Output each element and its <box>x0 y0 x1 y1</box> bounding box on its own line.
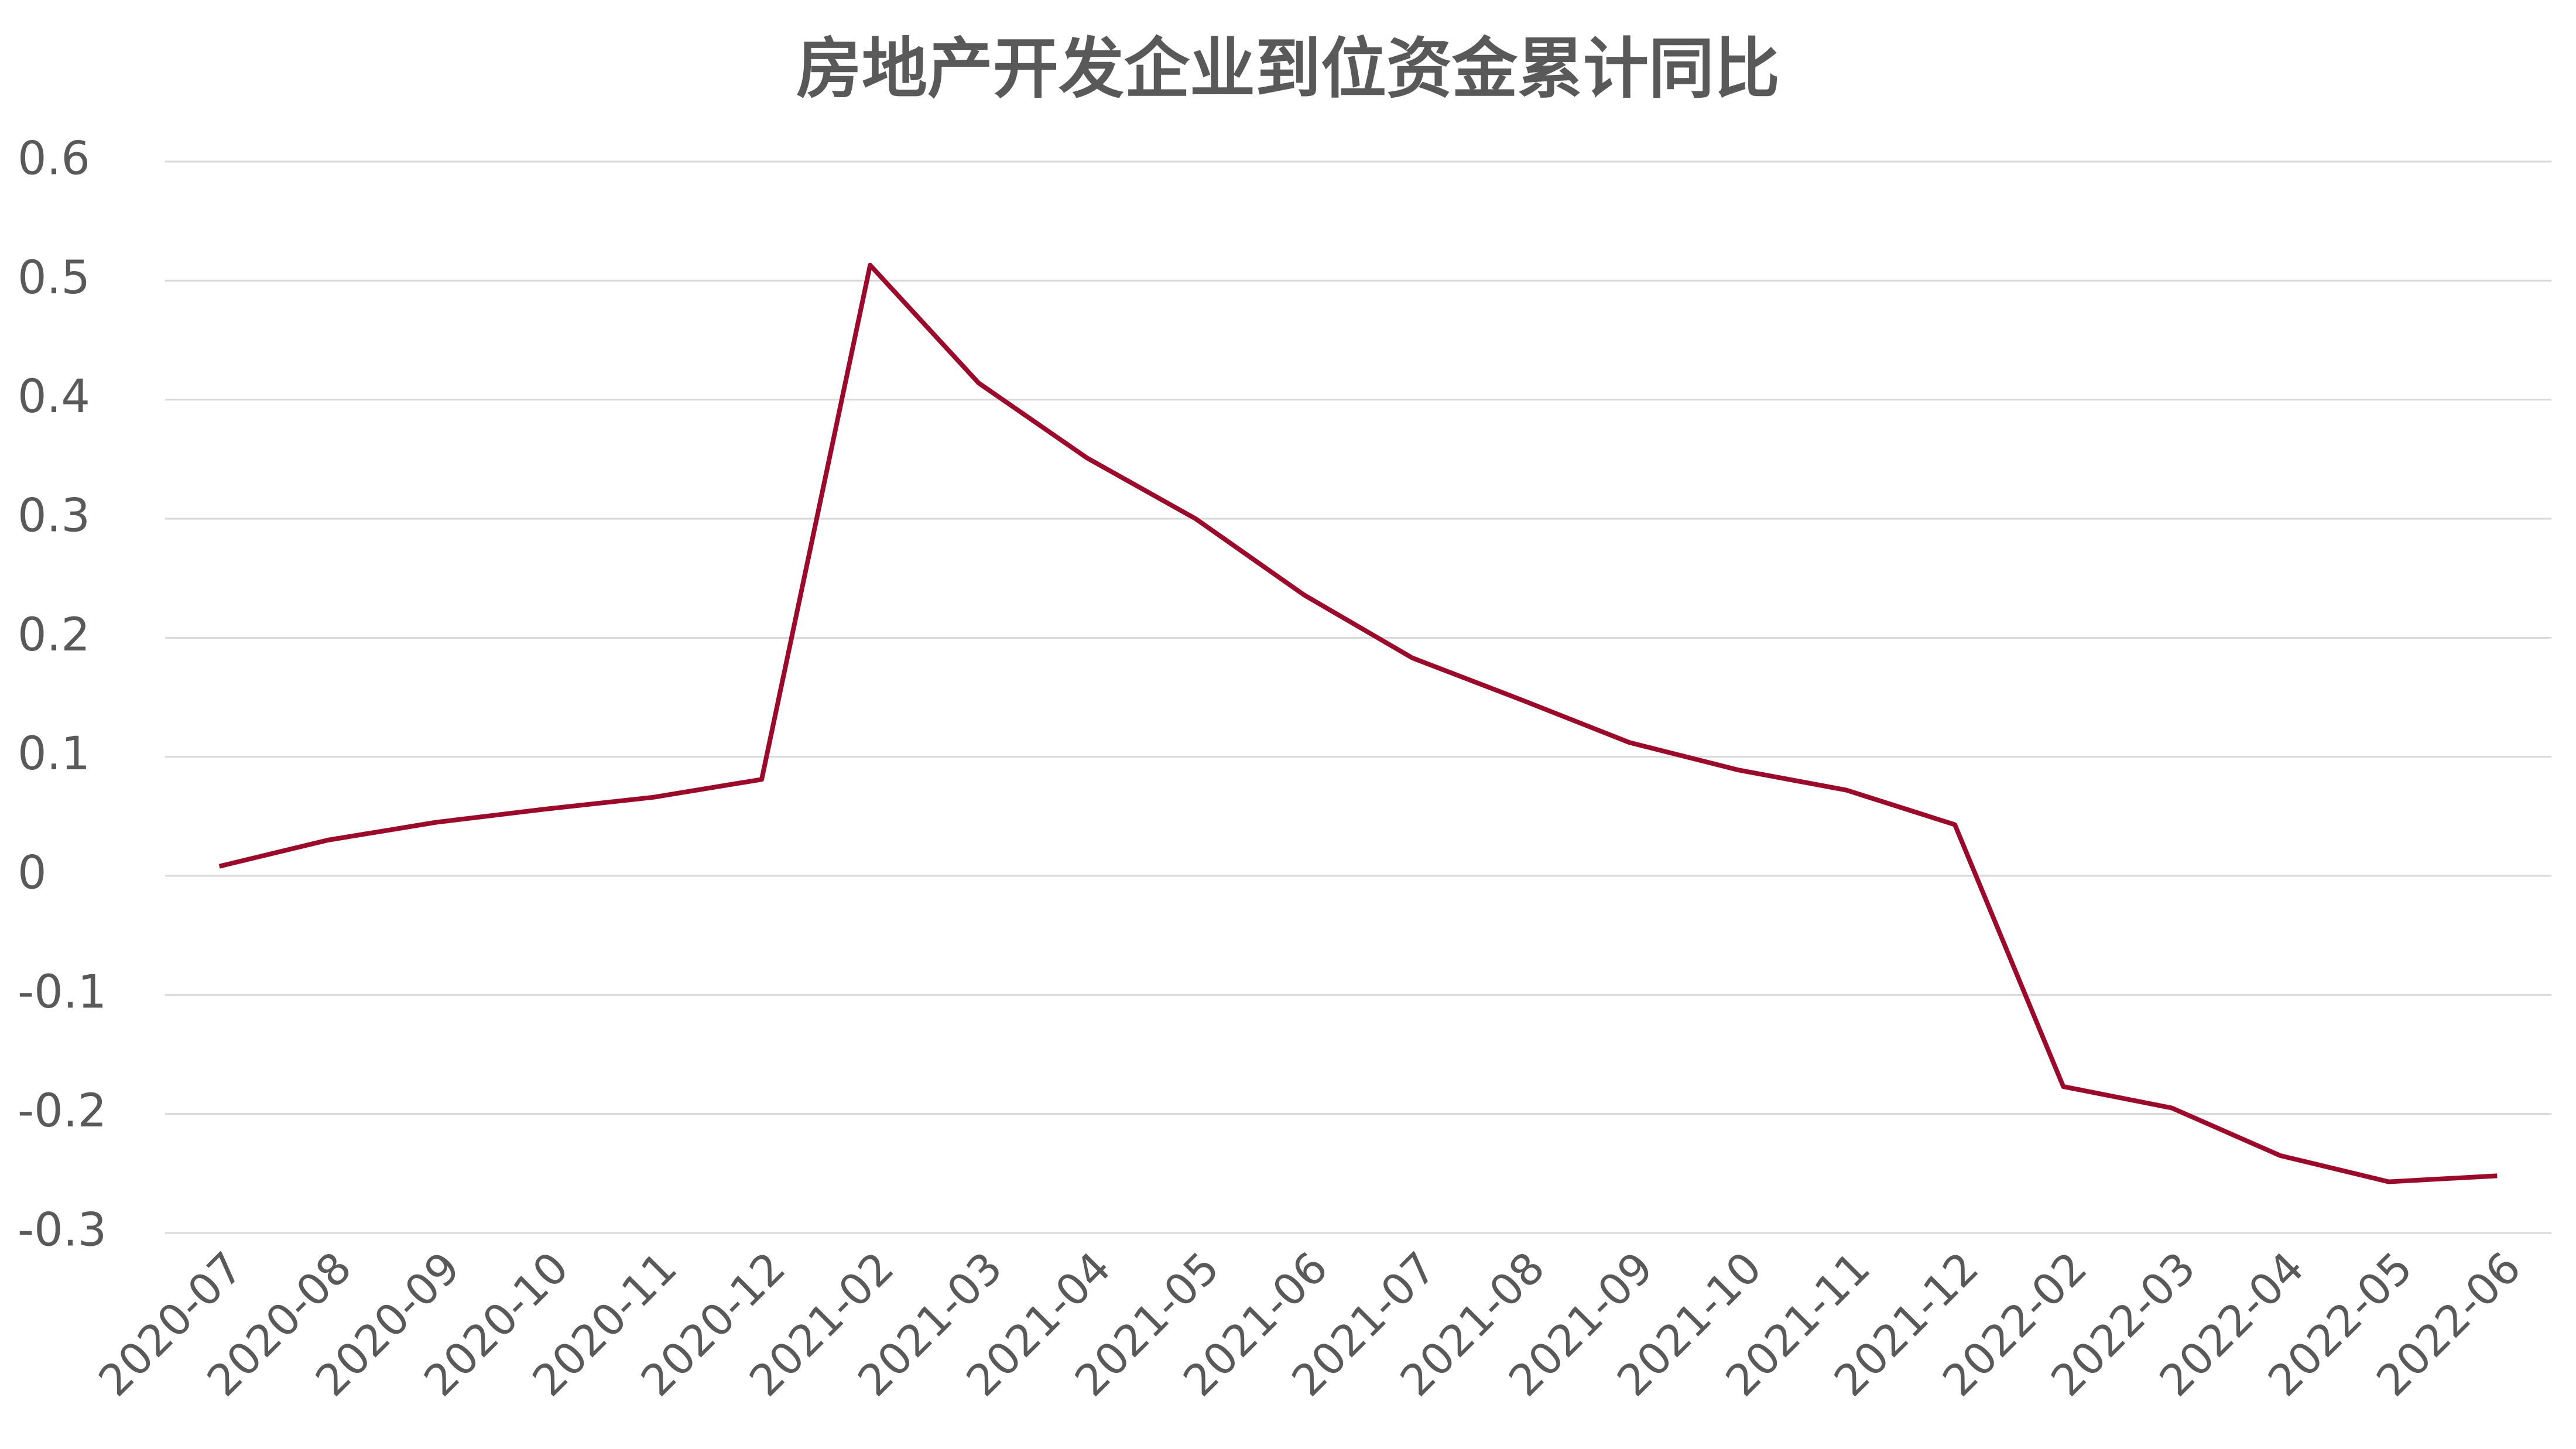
y-tick-label: 0.6 <box>18 132 90 185</box>
y-tick-label: 0.3 <box>18 489 90 542</box>
y-tick-label: -0.2 <box>18 1085 107 1138</box>
y-tick-label: 0.2 <box>18 609 90 662</box>
y-tick-label: 0.5 <box>18 252 90 304</box>
y-tick-label: 0.4 <box>18 371 90 423</box>
y-tick-label: -0.1 <box>18 966 107 1019</box>
y-tick-label: 0.1 <box>18 728 90 780</box>
data-line <box>218 262 2498 1184</box>
y-tick-label: 0 <box>18 847 47 899</box>
y-tick-label: -0.3 <box>18 1204 107 1256</box>
chart-title: 房地产开发企业到位资金累计同比 <box>796 31 1780 107</box>
